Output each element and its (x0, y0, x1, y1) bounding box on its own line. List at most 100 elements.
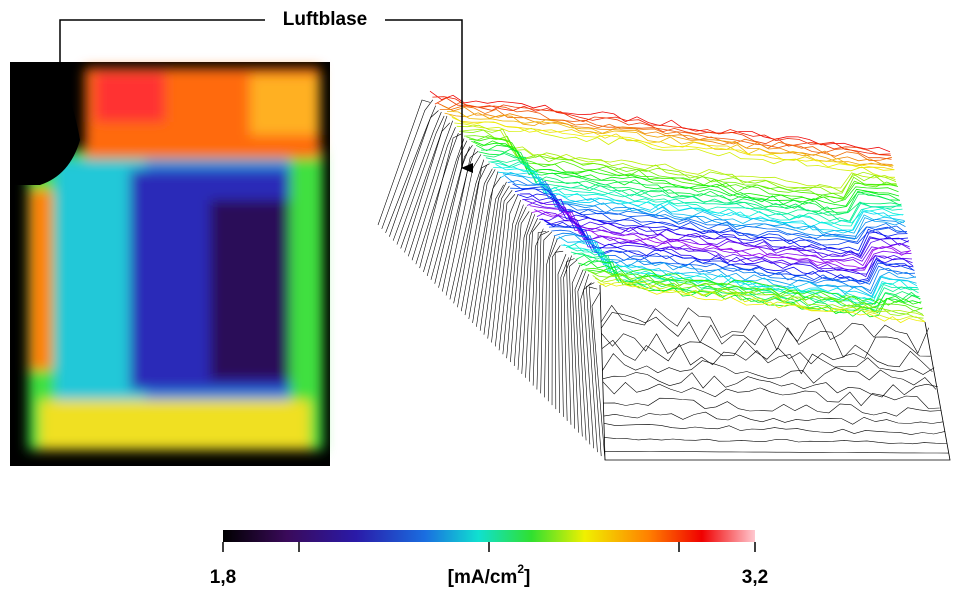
waterfall-line (554, 250, 564, 410)
waterfall-line (485, 157, 902, 222)
waterfall-line (529, 228, 544, 382)
waterfall-line (498, 199, 521, 351)
waterfall-line (472, 176, 502, 323)
waterfall-line (381, 99, 434, 230)
waterfall-line (389, 110, 439, 237)
waterfall-line (475, 144, 900, 210)
waterfall-line (500, 171, 905, 234)
waterfall-line (444, 112, 894, 168)
waterfall-line (429, 90, 891, 153)
waterfall-line (506, 206, 527, 359)
waterfall-line (540, 231, 553, 394)
waterfall-line (404, 122, 451, 253)
waterfall-line (457, 163, 490, 308)
waterfall-plot (377, 90, 951, 461)
waterfall-line (519, 193, 909, 257)
waterfall-line (601, 353, 937, 390)
waterfall-line (558, 236, 917, 297)
waterfall-line (569, 259, 578, 429)
waterfall-line (603, 397, 942, 417)
waterfall-line (426, 140, 468, 276)
waterfall-line (532, 231, 547, 386)
waterfall-line (603, 411, 944, 425)
waterfall-line (541, 218, 914, 275)
colorbar-tick-label: 3,2 (742, 567, 768, 588)
colorbar (223, 530, 755, 542)
waterfall-line (586, 282, 598, 453)
waterfall-line (392, 111, 442, 241)
waterfall-line (551, 245, 561, 406)
waterfall-line (493, 166, 904, 225)
waterfall-line (580, 274, 591, 445)
annotation-arrow (385, 19, 473, 173)
waterfall-line (449, 159, 485, 300)
annotation-arrow (59, 19, 265, 138)
waterfall-line (517, 214, 536, 370)
waterfall-line (597, 281, 925, 322)
waterfall-line (603, 423, 946, 435)
waterfall-line (495, 164, 904, 231)
waterfall-line (461, 129, 897, 194)
waterfall-line (377, 99, 431, 226)
waterfall-line (563, 255, 572, 421)
waterfall-line (548, 226, 915, 285)
waterfall-line (479, 181, 507, 331)
waterfall-line (592, 275, 924, 319)
waterfall-line (547, 238, 558, 402)
waterfall-line (594, 277, 925, 317)
waterfall-line (510, 211, 530, 363)
waterfall-line (600, 304, 930, 354)
waterfall-line (570, 251, 920, 306)
waterfall-line (446, 111, 894, 167)
waterfall-line (514, 188, 908, 252)
waterfall-line (588, 286, 602, 457)
waterfall-line (445, 154, 482, 296)
waterfall-line (517, 193, 909, 255)
air-bubble (10, 70, 80, 185)
waterfall-line (502, 173, 906, 240)
waterfall-line (454, 122, 896, 178)
waterfall-line (494, 194, 519, 347)
waterfall-line (556, 234, 917, 295)
waterfall-line (478, 148, 901, 213)
waterfall-line (571, 264, 581, 433)
waterfall-line (451, 117, 895, 171)
waterfall-line (491, 194, 516, 343)
waterfall-line (400, 115, 448, 249)
waterfall-line (591, 292, 606, 461)
waterfall-line (439, 105, 893, 162)
unit-part: [mA/cm (448, 567, 518, 588)
waterfall-line (442, 150, 479, 292)
waterfall-line (585, 267, 923, 310)
waterfall-line (505, 175, 906, 237)
waterfall-line (551, 229, 916, 285)
waterfall-line (604, 437, 947, 445)
waterfall-line (560, 257, 570, 417)
waterfall-line (460, 168, 493, 312)
waterfall-line (582, 265, 922, 305)
waterfall-line (601, 333, 933, 373)
waterfall-line (453, 165, 487, 304)
colorbar-tick-label: 1,8 (210, 567, 236, 588)
waterfall-line (601, 339, 935, 375)
waterfall-line (441, 105, 893, 165)
waterfall-line (464, 169, 496, 316)
waterfall-line (513, 212, 533, 367)
waterfall-line (604, 451, 949, 454)
waterfall-line (557, 254, 567, 414)
waterfall-line (497, 171, 905, 234)
waterfall-line (411, 127, 456, 261)
waterfall-line (488, 161, 903, 222)
waterfall-line (574, 269, 584, 437)
waterfall-line (568, 246, 919, 305)
waterfall-line (473, 140, 900, 207)
waterfall-line (459, 128, 897, 193)
waterfall-line (600, 312, 931, 359)
waterfall-line (544, 236, 555, 398)
waterfall-line (432, 96, 891, 155)
waterfall-line (407, 120, 453, 257)
waterfall-line (507, 179, 907, 240)
annotation (59, 19, 473, 173)
